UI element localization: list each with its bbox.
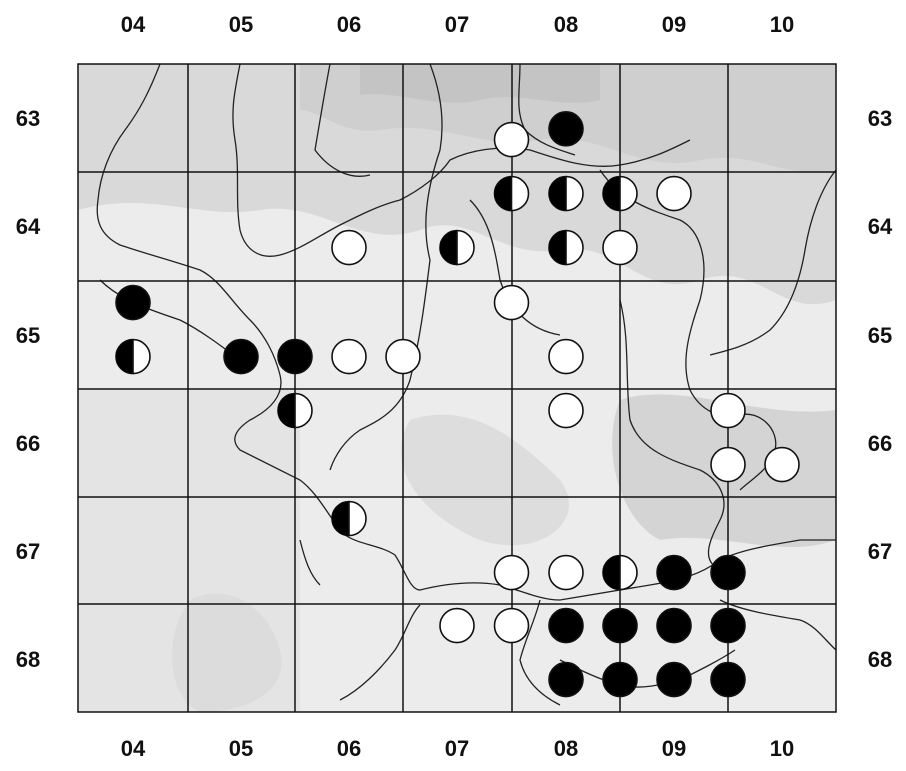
record-symbol-half	[602, 175, 638, 212]
record-symbol-filled	[710, 661, 746, 698]
column-label-bottom-05: 05	[229, 736, 253, 761]
record-symbol-open	[710, 446, 746, 483]
record-symbol-open	[493, 607, 530, 644]
record-symbol-filled	[656, 554, 692, 591]
column-label-10: 10	[770, 12, 794, 37]
column-label-bottom-08: 08	[554, 736, 578, 761]
row-label-right-67: 67	[868, 539, 892, 564]
column-label-bottom-09: 09	[662, 736, 686, 761]
record-symbols	[115, 111, 800, 698]
record-symbol-filled	[710, 554, 746, 591]
record-symbol-filled	[548, 607, 584, 644]
record-symbol-filled	[548, 661, 584, 698]
column-labels-top: 04 05 06 07 08 09 10	[121, 12, 794, 37]
row-label-right-64: 64	[868, 214, 893, 239]
row-label-63: 63	[16, 106, 40, 131]
row-label-67: 67	[16, 539, 40, 564]
record-symbol-filled	[602, 661, 638, 698]
column-label-08: 08	[554, 12, 578, 37]
row-label-right-66: 66	[868, 431, 892, 456]
record-symbol-open	[548, 338, 584, 375]
record-symbol-open	[548, 392, 584, 429]
record-symbol-filled	[710, 607, 746, 644]
record-symbol-open	[602, 229, 638, 266]
record-symbol-filled	[548, 111, 584, 147]
column-label-bottom-07: 07	[445, 736, 469, 761]
record-symbol-open	[548, 554, 584, 591]
grid-lines	[77, 63, 837, 713]
record-symbol-half	[115, 338, 151, 375]
row-labels-right: 63 64 65 66 67 68	[868, 106, 893, 672]
row-label-68: 68	[16, 647, 40, 672]
record-symbol-filled	[656, 607, 692, 644]
record-symbol-filled	[602, 607, 638, 644]
column-label-bottom-04: 04	[121, 736, 146, 761]
column-label-06: 06	[337, 12, 361, 37]
column-label-07: 07	[445, 12, 469, 37]
record-symbol-half	[439, 229, 475, 266]
river-lines	[96, 63, 837, 706]
row-label-65: 65	[16, 323, 40, 348]
record-symbol-open	[385, 338, 421, 375]
record-symbol-filled	[115, 284, 151, 321]
record-symbol-open	[331, 229, 367, 266]
column-label-bottom-06: 06	[337, 736, 361, 761]
record-symbol-open	[656, 175, 692, 212]
record-symbol-open	[493, 284, 530, 321]
column-label-05: 05	[229, 12, 253, 37]
record-symbol-half	[277, 392, 313, 429]
record-symbol-open	[493, 121, 530, 158]
record-symbol-half	[331, 500, 367, 537]
record-symbol-open	[331, 338, 367, 375]
column-labels-bottom: 04 05 06 07 08 09 10	[121, 736, 794, 761]
row-label-right-63: 63	[868, 106, 892, 131]
record-symbol-filled	[223, 338, 259, 375]
record-symbol-filled	[277, 338, 313, 375]
row-label-right-65: 65	[868, 323, 892, 348]
record-symbol-open	[493, 554, 530, 591]
row-label-64: 64	[16, 214, 41, 239]
column-label-09: 09	[662, 12, 686, 37]
row-labels-left: 63 64 65 66 67 68	[16, 106, 41, 672]
record-symbol-filled	[656, 661, 692, 698]
column-label-bottom-10: 10	[770, 736, 794, 761]
record-symbol-half	[493, 175, 530, 212]
record-symbol-half	[548, 229, 584, 266]
record-symbol-open	[710, 392, 746, 429]
record-symbol-open	[439, 607, 475, 644]
record-symbol-half	[602, 554, 638, 591]
record-symbol-open	[764, 446, 800, 483]
row-label-right-68: 68	[868, 647, 892, 672]
record-symbol-half	[548, 175, 584, 212]
column-label-04: 04	[121, 12, 146, 37]
row-label-66: 66	[16, 431, 40, 456]
